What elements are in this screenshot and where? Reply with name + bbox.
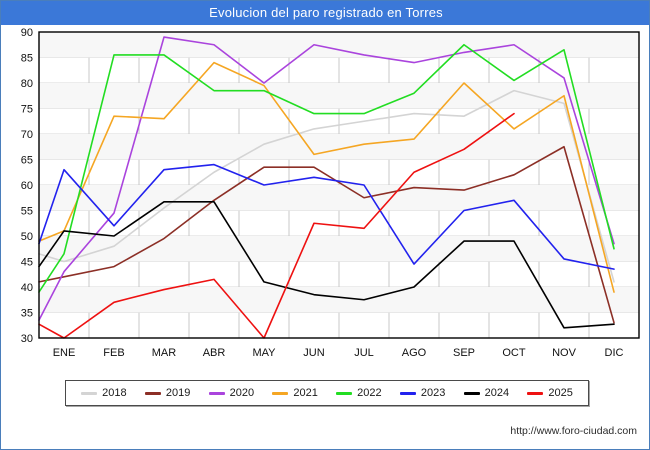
plot-frame [38,31,640,339]
x-axis-label-SEP: SEP [453,347,475,359]
legend-label-2020: 2020 [229,387,255,399]
legend-item-2023[interactable]: 2023 [399,387,446,399]
x-axis-label-ABR: ABR [203,347,226,359]
y-axis-label: 90 [21,27,33,39]
series-line-2024 [38,201,615,329]
y-axis-label: 55 [21,206,33,218]
x-axis-label-JUL: JUL [354,347,374,359]
legend-swatch-2018 [81,391,98,395]
page-title: Evolucion del paro registrado en Torres [1,1,649,25]
x-axis-ticks: ENE FEB MAR ABR MAY JUN JUL AGO SEP OCT NOV DIC [53,347,624,359]
legend-swatch-2021 [272,391,289,395]
legend-item-2024[interactable]: 2024 [463,387,510,399]
legend-label-2023: 2023 [420,387,446,399]
legend-label-2018: 2018 [102,387,127,399]
legend-swatch-2019 [144,391,161,395]
legend-item-2018[interactable]: 2018 [81,387,127,399]
line-chart: 30 35 40 45 50 55 60 65 70 75 80 85 90 ENE FEB MAR ABR M… [21,27,640,359]
y-axis-label: 85 [21,53,33,65]
x-axis-label-DIC: DIC [605,347,624,359]
legend-label-2024: 2024 [484,387,510,399]
legend-swatch-2022 [336,391,353,395]
legend-item-2019[interactable]: 2019 [144,387,191,399]
chart-plot-area: 30 35 40 45 50 55 60 65 70 75 80 85 90 ENE FEB MAR ABR M… [1,25,649,375]
y-axis-label: 70 [21,129,33,141]
legend-item-2020[interactable]: 2020 [208,387,255,399]
legend-label-2025: 2025 [548,387,573,399]
legend-label-2022: 2022 [357,387,382,399]
y-axis-label: 80 [21,78,33,90]
source-url: http://www.foro-ciudad.com [510,425,637,437]
legend-label-2021: 2021 [293,387,318,399]
x-axis-label-NOV: NOV [552,347,577,359]
y-axis-label: 30 [21,333,33,345]
legend-swatch-2023 [399,391,416,395]
x-axis-label-MAY: MAY [252,347,276,359]
series-line-2022 [38,43,615,293]
legend-swatch-2020 [208,391,225,395]
series-line-2021 [38,61,615,293]
series-line-2023 [38,163,615,270]
series-line-2019 [38,145,615,324]
x-axis-label-AGO: AGO [402,347,427,359]
plot-bands [39,32,639,313]
x-axis-label-OCT: OCT [502,347,526,359]
legend-item-2025[interactable]: 2025 [527,387,573,399]
legend-swatch-2025 [527,391,544,395]
y-axis-label: 45 [21,257,33,269]
x-axis-label-FEB: FEB [103,347,124,359]
y-axis-label: 60 [21,180,33,192]
y-axis-label: 50 [21,231,33,243]
y-axis-label: 40 [21,282,33,294]
x-axis-label-JUN: JUN [303,347,324,359]
y-axis-label: 35 [21,308,33,320]
y-axis-ticks: 30 35 40 45 50 55 60 65 70 75 80 85 90 [21,27,33,345]
legend-label-2019: 2019 [165,387,191,399]
x-axis-label-MAR: MAR [152,347,177,359]
x-axis-label-ENE: ENE [53,347,76,359]
legend-swatch-2024 [463,391,480,395]
series-line-2018 [38,89,615,283]
series-line-2020 [38,36,615,321]
legend-item-2022[interactable]: 2022 [336,387,382,399]
y-axis-label: 75 [21,104,33,116]
legend-item-2021[interactable]: 2021 [272,387,318,399]
y-axis-label: 65 [21,155,33,167]
chart-legend: 2018 2019 2020 2021 2022 2023 2024 2025 [65,380,589,406]
